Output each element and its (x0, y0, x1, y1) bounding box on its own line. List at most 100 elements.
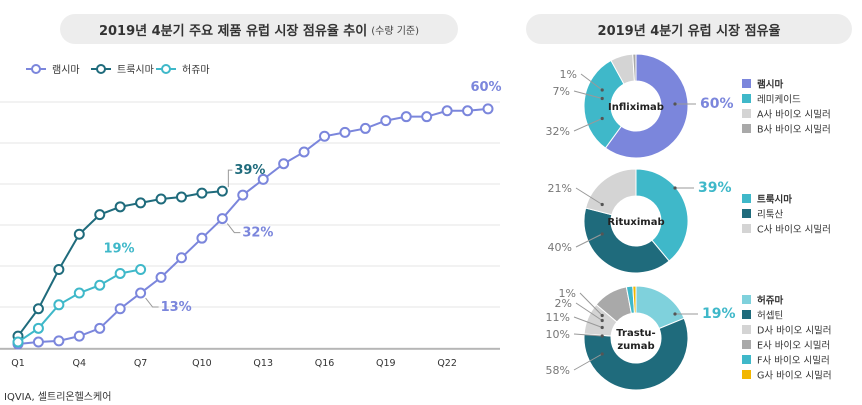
x-tick-label: Q16 (315, 358, 335, 369)
leader-dot (673, 312, 677, 316)
x-tick-label: Q1 (11, 358, 25, 369)
legend-swatch (742, 325, 751, 334)
leader-line (573, 90, 603, 99)
leader-line (226, 223, 241, 234)
data-point (462, 105, 474, 117)
annotation-label: 32% (242, 226, 273, 241)
value-label: 10% (546, 328, 570, 341)
x-tick-label: Q13 (253, 358, 273, 369)
data-point (155, 193, 167, 205)
end-label: 39% (234, 163, 265, 178)
data-point (94, 209, 106, 221)
leader-line (580, 73, 603, 91)
x-tick-label: Q4 (73, 358, 87, 369)
data-point (175, 252, 187, 264)
legend-swatch (742, 79, 751, 88)
legend-marker (31, 64, 41, 74)
legend-swatch (742, 94, 751, 103)
legend-swatch (742, 310, 751, 319)
donut-hole (611, 196, 661, 246)
line-chart-title: 2019년 4분기 주요 제품 유럽 시장 점유율 추이 (수량 기준) (60, 14, 458, 44)
legend-swatch (742, 340, 751, 349)
donut-center-label: zumab (617, 341, 654, 352)
line-chart: Q1 Q4 Q7 Q10 Q13 Q16 Q19 Q22 램시마 트룩시마 허쥬마 60% 39% 19%… (0, 64, 502, 369)
legend-label: B사 바이오 시밀러 (757, 124, 831, 136)
data-point (380, 115, 392, 127)
data-point (216, 213, 228, 225)
value-label: 1% (560, 68, 577, 81)
value-label: 7% (553, 85, 570, 98)
legend-label: 허쥬마 (182, 64, 210, 76)
data-point (237, 189, 249, 201)
leader-line (227, 169, 233, 188)
legend-marker (96, 64, 106, 74)
data-point (135, 287, 147, 299)
data-point (32, 336, 44, 348)
legend-label: F사 바이오 시밀러 (757, 355, 830, 367)
data-point (196, 187, 208, 199)
data-point (319, 130, 331, 142)
legend-label: 리툭산 (757, 210, 783, 221)
donut-hole (611, 81, 661, 131)
legend-label: 램시마 (757, 79, 783, 91)
value-label: 2% (555, 297, 572, 310)
leader-dot (673, 102, 677, 106)
legend-marker (161, 64, 171, 74)
data-point (114, 303, 126, 315)
legend-label: 허셉틴 (757, 311, 783, 322)
data-point (400, 111, 412, 123)
value-label: 11% (546, 311, 570, 324)
donut-center-label: Infliximab (608, 102, 664, 113)
leader-line (575, 187, 603, 205)
data-point (175, 191, 187, 203)
legend-swatch (742, 224, 751, 233)
data-point (339, 126, 351, 138)
leader-line (573, 353, 603, 371)
source-note: IQVIA, 셀트리온헬스케어 (4, 392, 112, 403)
leader-line (575, 233, 603, 248)
data-point (53, 264, 65, 276)
leader-dot (600, 318, 604, 323)
data-point (359, 122, 371, 134)
data-point (257, 173, 269, 185)
donut-center-label: Trastu- (616, 328, 655, 339)
donut-charts-title: 2019년 4분기 유럽 시장 점유율 (526, 14, 852, 44)
x-tick-label: Q22 (437, 358, 457, 369)
leader-dot (600, 96, 604, 101)
data-point (32, 303, 44, 315)
leader-dot (600, 88, 604, 92)
leader-line (145, 297, 159, 308)
legend-label: 레미케이드 (757, 95, 801, 106)
legend-label: C사 바이오 시밀러 (757, 224, 831, 236)
legend-swatch (742, 209, 751, 218)
line-chart-title-sub: (수량 기준) (371, 25, 420, 37)
legend-swatch (742, 355, 751, 364)
data-point (73, 287, 85, 299)
leader-line (573, 316, 603, 328)
line-chart-title-main: 2019년 4분기 주요 제품 유럽 시장 점유율 추이 (98, 23, 368, 39)
leader-line (573, 333, 603, 337)
data-point (32, 322, 44, 334)
legend-swatch (742, 370, 751, 379)
leader-dot (600, 313, 604, 318)
data-point (441, 105, 453, 117)
leader-dot (600, 202, 604, 207)
data-point (155, 271, 167, 283)
data-point (12, 336, 24, 348)
data-point (482, 103, 494, 115)
donut-hole (611, 313, 661, 363)
leader-line (573, 118, 603, 132)
value-label: 21% (548, 182, 572, 195)
leader-dot (600, 116, 604, 121)
legend-label: A사 바이오 시밀러 (757, 109, 831, 121)
legend-swatch (742, 109, 751, 118)
legend-label: 트룩시마 (117, 64, 154, 76)
leader-dot (600, 352, 604, 356)
annotation-label: 13% (161, 300, 192, 315)
value-label: 58% (546, 364, 570, 377)
value-label: 1% (559, 287, 576, 300)
data-point (216, 185, 228, 197)
legend-label: 허쥬마 (757, 295, 783, 307)
data-point (94, 279, 106, 291)
